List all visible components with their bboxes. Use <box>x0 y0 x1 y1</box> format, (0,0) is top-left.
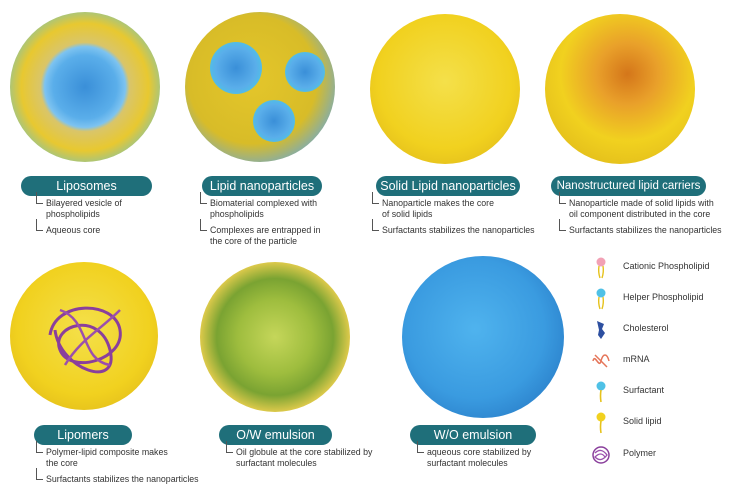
cholesterol-icon <box>597 321 605 339</box>
legend-item-cationic-phospholipid: Cationic Phospholipid <box>585 256 730 279</box>
nanostructured-lipid-carrier-sphere <box>545 14 695 164</box>
bullet: Surfactants stabilizes the nanoparticles <box>372 219 542 236</box>
ow-emulsion-title: O/W emulsion <box>219 425 332 445</box>
lipomers-bullets: Polymer-lipid composite makes the core S… <box>36 441 226 491</box>
polymer-icon <box>592 446 610 464</box>
bullet: Surfactants stabilizes the nanoparticles <box>559 219 734 236</box>
lipomer-polymer-core <box>48 306 122 374</box>
bullet: Bilayered vesicle of phospholipids <box>36 192 176 219</box>
bullet: aqueous core stabilized by surfactant mo… <box>417 441 567 468</box>
legend-item-cholesterol: Cholesterol <box>585 318 730 340</box>
wo-emulsion-title: W/O emulsion <box>410 425 536 445</box>
legend-label: mRNA <box>623 354 650 364</box>
nanostructured-lipid-carriers-bullets: Nanoparticle made of solid lipids with o… <box>559 192 734 242</box>
legend-label: Polymer <box>623 448 657 458</box>
legend-item-solid-lipid: Solid lipid <box>585 411 730 434</box>
cationic-phospholipid-icon <box>596 257 606 279</box>
bullet: Nanoparticle made of solid lipids with o… <box>559 192 734 219</box>
legend-label: Helper Phospholipid <box>623 292 704 302</box>
helper-phospholipid-icon <box>596 288 606 310</box>
ow-emulsion-bullets: Oil globule at the core stabilized by su… <box>226 441 396 474</box>
liposomes-bullets: Bilayered vesicle of phospholipids Aqueo… <box>36 192 176 242</box>
legend-label: Solid lipid <box>623 416 662 426</box>
lipomers-title: Lipomers <box>34 425 132 445</box>
ow-emulsion-sphere <box>200 262 350 412</box>
legend-item-surfactant: Surfactant <box>585 380 730 403</box>
solid-lipid-nanoparticle-sphere <box>370 14 520 164</box>
lipid-nanoparticles-bullets: Biomaterial complexed with phospholipids… <box>200 192 350 252</box>
legend-label: Cationic Phospholipid <box>623 261 710 271</box>
wo-emulsion-bullets: aqueous core stabilized by surfactant mo… <box>417 441 567 474</box>
legend-label: Surfactant <box>623 385 665 395</box>
bullet: Oil globule at the core stabilized by su… <box>226 441 396 468</box>
lipid-nanoparticles-title: Lipid nanoparticles <box>202 176 322 196</box>
bullet: Biomaterial complexed with phospholipids <box>200 192 350 219</box>
liposome-sphere <box>10 12 160 162</box>
bullet: Aqueous core <box>36 219 176 236</box>
bullet: Nanoparticle makes the core of solid lip… <box>372 192 542 219</box>
nanostructured-lipid-carriers-title: Nanostructured lipid carriers <box>551 176 706 196</box>
solid-lipid-nanoparticles-bullets: Nanoparticle makes the core of solid lip… <box>372 192 542 242</box>
mrna-icon <box>592 354 610 368</box>
legend-item-helper-phospholipid: Helper Phospholipid <box>585 287 730 310</box>
bullet: Polymer-lipid composite makes the core <box>36 441 226 468</box>
legend-item-mrna: mRNA <box>585 349 730 371</box>
surfactant-icon <box>596 381 606 403</box>
solid-lipid-nanoparticles-title: Solid Lipid nanoparticles <box>376 176 520 196</box>
solid-lipid-icon <box>596 412 606 434</box>
wo-emulsion-sphere <box>402 256 564 418</box>
lipid-nanoparticle-inner-vesicle-1 <box>210 42 262 94</box>
liposomes-title: Liposomes <box>21 176 152 196</box>
lipid-nanoparticle-inner-vesicle-2 <box>285 52 325 92</box>
bullet: Complexes are entrapped in the core of t… <box>200 219 350 246</box>
lipid-nanoparticle-inner-vesicle-3 <box>253 100 295 142</box>
legend-item-polymer: Polymer <box>585 443 730 465</box>
bullet: Surfactants stabilizes the nanoparticles <box>36 468 226 485</box>
legend-label: Cholesterol <box>623 323 669 333</box>
